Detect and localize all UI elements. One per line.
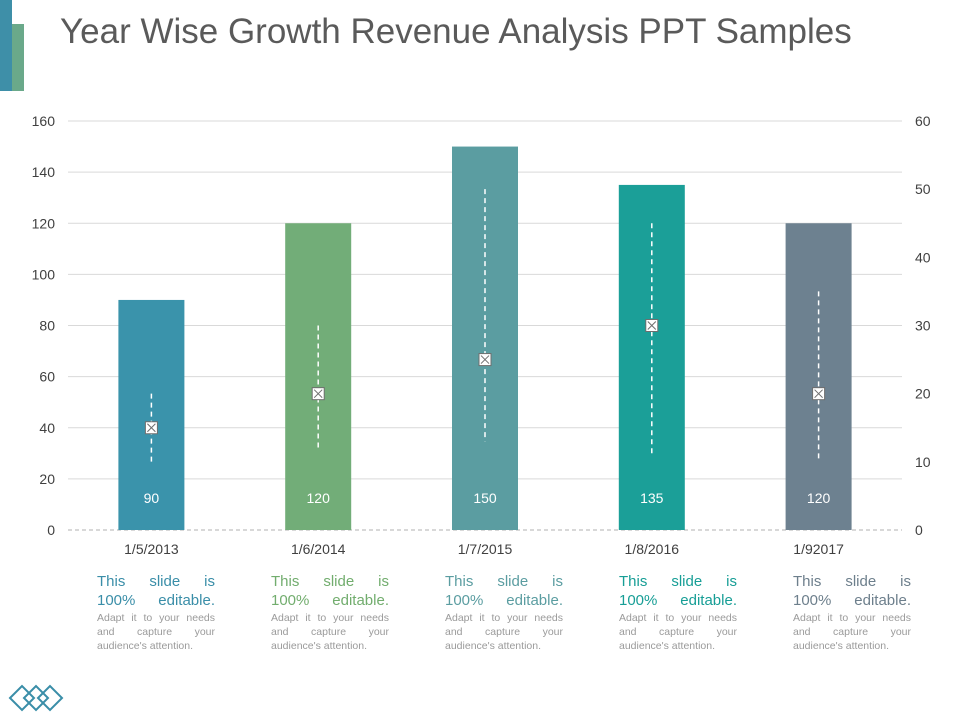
note-main-text: This slide is 100% editable. <box>97 573 215 609</box>
y-left-tick-label: 80 <box>39 318 55 334</box>
y-right-tick-label: 20 <box>915 386 931 402</box>
note-block: This slide is 100% editable. Adapt it to … <box>445 572 563 653</box>
note-sub-text: Adapt it to your needs and capture your … <box>97 612 215 652</box>
bar-data-label: 90 <box>144 490 160 506</box>
y-left-tick-label: 60 <box>39 369 55 385</box>
growth-marker-cross <box>147 423 156 433</box>
note-block: This slide is 100% editable. Adapt it to … <box>619 572 737 653</box>
note-main-text: This slide is 100% editable. <box>793 573 911 609</box>
x-tick-label: 1/8/2016 <box>625 541 680 557</box>
x-tick-label: 1/5/2013 <box>124 541 179 557</box>
diamond-chain-icon <box>8 684 64 712</box>
title-accent-bar-secondary <box>12 24 24 91</box>
y-left-tick-label: 140 <box>32 164 56 180</box>
y-left-tick-label: 100 <box>32 266 56 282</box>
note-sub-text: Adapt it to your needs and capture your … <box>271 612 389 652</box>
bar <box>452 146 518 530</box>
y-right-tick-label: 10 <box>915 454 931 470</box>
growth-marker-cross <box>814 389 823 399</box>
bar-data-label: 135 <box>640 490 664 506</box>
y-right-tick-label: 40 <box>915 249 931 265</box>
note-sub-text: Adapt it to your needs and capture your … <box>619 612 737 652</box>
x-tick-label: 1/6/2014 <box>291 541 346 557</box>
y-left-tick-label: 160 <box>32 113 56 129</box>
y-right-tick-label: 30 <box>915 318 931 334</box>
note-main-text: This slide is 100% editable. <box>271 573 389 609</box>
note-sub-text: Adapt it to your needs and capture your … <box>793 612 911 652</box>
y-left-tick-label: 0 <box>47 522 55 538</box>
bar-data-label: 150 <box>473 490 497 506</box>
note-sub-text: Adapt it to your needs and capture your … <box>445 612 563 652</box>
note-main-text: This slide is 100% editable. <box>619 573 737 609</box>
y-right-tick-label: 0 <box>915 522 923 538</box>
bar-data-label: 120 <box>307 490 331 506</box>
revenue-chart: 0 20 40 60 80 100 120 140 160 0 10 20 30 40 50 60 90 1/5/… <box>32 113 931 557</box>
x-tick-label: 1/7/2015 <box>458 541 513 557</box>
bar <box>285 223 352 530</box>
note-block: This slide is 100% editable. Adapt it to … <box>793 572 911 653</box>
bar-data-label: 120 <box>807 490 831 506</box>
y-right-tick-label: 60 <box>915 113 931 129</box>
note-block: This slide is 100% editable. Adapt it to … <box>271 572 389 653</box>
growth-marker-cross <box>647 321 657 330</box>
y-left-tick-label: 20 <box>39 471 55 487</box>
growth-marker-cross <box>480 355 490 364</box>
growth-marker-cross <box>313 389 323 399</box>
title-accent-bar <box>0 0 12 91</box>
x-tick-label: 1/92017 <box>793 541 844 557</box>
slide-title: Year Wise Growth Revenue Analysis PPT Sa… <box>60 12 852 51</box>
note-main-text: This slide is 100% editable. <box>445 573 563 609</box>
y-left-tick-label: 40 <box>39 420 55 436</box>
note-block: This slide is 100% editable. Adapt it to … <box>97 572 215 653</box>
y-right-tick-label: 50 <box>915 181 931 197</box>
y-left-tick-label: 120 <box>32 215 56 231</box>
